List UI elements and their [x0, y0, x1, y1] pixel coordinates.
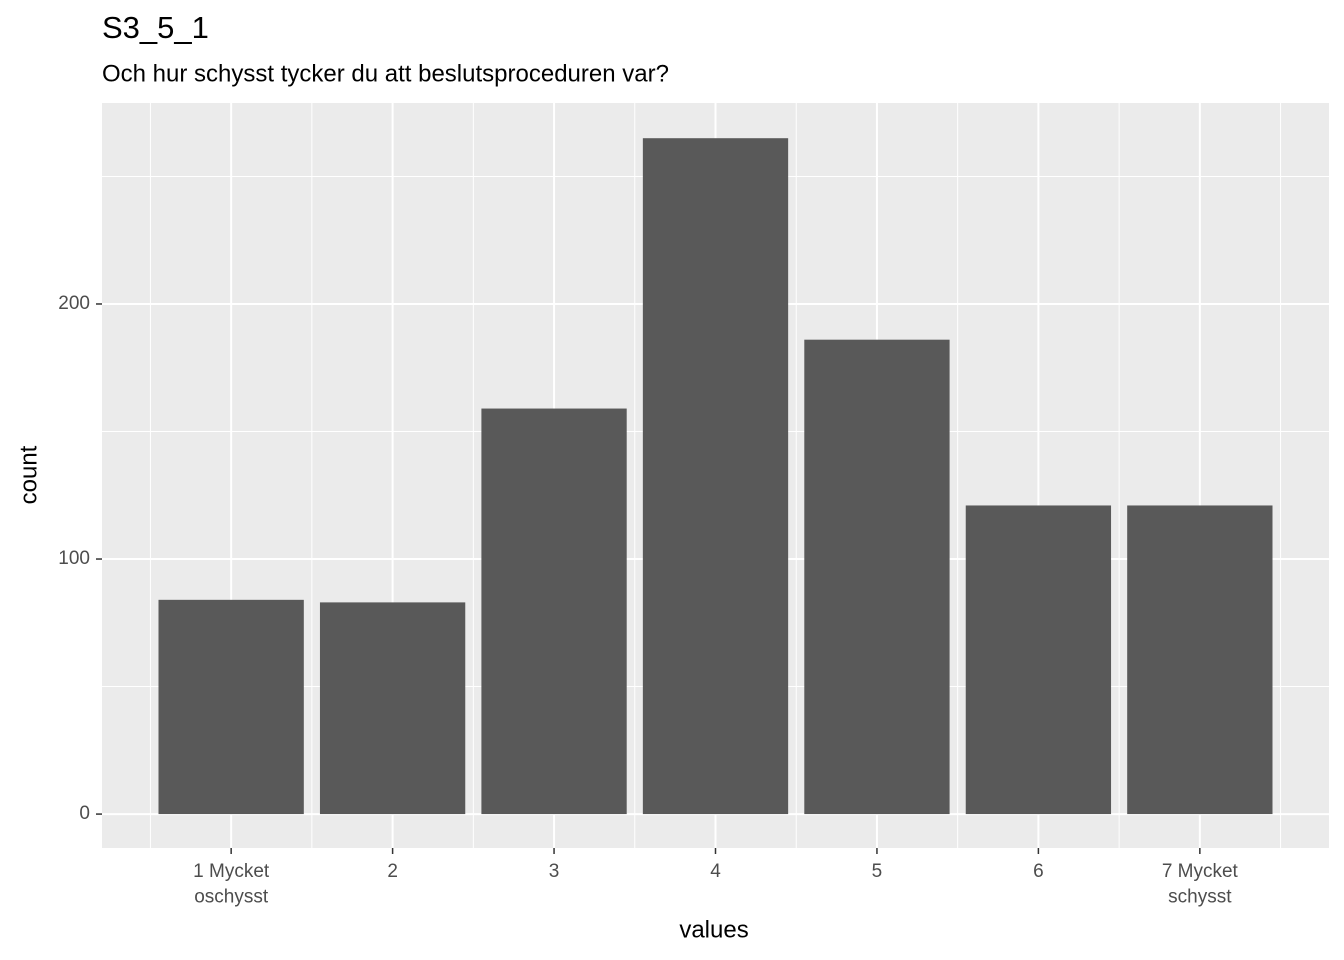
x-axis-title: values	[679, 916, 748, 943]
y-axis-title: count	[15, 445, 42, 504]
x-tick-label: 3	[549, 861, 560, 882]
bar	[158, 599, 304, 815]
bar	[319, 602, 466, 815]
bar	[642, 138, 789, 815]
x-tick-label: 4	[710, 861, 721, 882]
chart-title: S3_5_1	[102, 10, 209, 45]
x-tick-label: 7 Mycket schysst	[1162, 861, 1239, 908]
y-tick-label: 200	[58, 293, 90, 314]
y-tick-label: 100	[58, 548, 90, 569]
chart-subtitle: Och hur schysst tycker du att beslutspro…	[102, 60, 669, 87]
x-tick-label: 2	[387, 861, 398, 882]
x-tick-label: 6	[1033, 861, 1044, 882]
x-tick-label: 1 Mycket oschysst	[193, 861, 270, 908]
bar	[804, 339, 950, 815]
y-tick-label: 0	[79, 803, 90, 824]
bar	[481, 408, 627, 815]
bar	[965, 505, 1112, 815]
bar	[1127, 505, 1273, 815]
x-tick-label: 5	[872, 861, 883, 882]
